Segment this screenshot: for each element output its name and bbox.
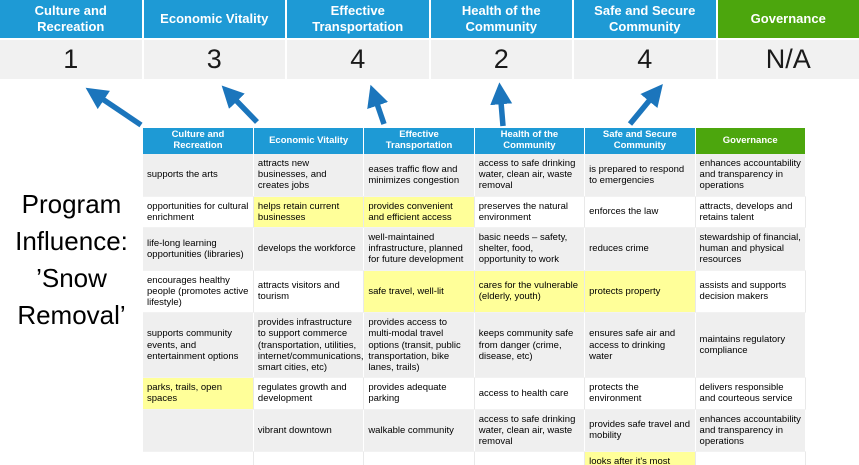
scorecard-header-health-community: Health of the Community — [430, 0, 572, 38]
matrix-cell: attracts, develops and retains talent — [695, 196, 807, 229]
matrix-cell: reduces crime — [584, 227, 696, 271]
matrix-cell: looks after it's most vulnerable — [584, 451, 696, 465]
score-culture-recreation: 1 — [0, 40, 142, 79]
matrix-cell: supports community events, and entertain… — [143, 312, 254, 379]
scorecard-header-effective-transportation: Effective Transportation — [287, 0, 429, 38]
matrix-cell: protects property — [584, 270, 696, 314]
matrix-cell: basic needs – safety, shelter, food, opp… — [474, 227, 586, 271]
matrix-cell: provides convenient and efficient access — [363, 196, 475, 229]
matrix-cell: access to health care — [474, 377, 586, 410]
table-row: encourages healthy people (promotes acti… — [143, 270, 807, 314]
score-health-community: 2 — [430, 40, 572, 79]
up-arrow-icon — [627, 84, 663, 126]
table-row: life-long learning opportunities (librar… — [143, 227, 807, 271]
score-effective-transportation: 4 — [287, 40, 429, 79]
matrix-cell — [695, 451, 807, 465]
up-arrow-icon — [490, 82, 513, 127]
matrix-header-health-community: Health of the Community — [474, 128, 586, 154]
matrix-cell: provides access to multi-modal travel op… — [363, 312, 475, 379]
matrix-cell: supports the arts — [143, 154, 254, 197]
table-row: supports community events, and entertain… — [143, 312, 807, 379]
matrix-cell: parks, trails, open spaces — [143, 377, 254, 410]
matrix-cell: well-maintained infrastructure, planned … — [363, 227, 475, 271]
matrix-cell: life-long learning opportunities (librar… — [143, 227, 254, 271]
table-row: looks after it's most vulnerable — [143, 451, 807, 465]
matrix-cell: access to safe drinking water, clean air… — [474, 154, 586, 197]
scorecard-header-row: Culture and Recreation Economic Vitality… — [0, 0, 859, 38]
matrix-header-governance: Governance — [695, 128, 807, 154]
matrix-cell: provides infrastructure to support comme… — [253, 312, 365, 379]
arrows-layer — [85, 82, 663, 128]
matrix-header-row: Culture and Recreation Economic Vitality… — [143, 128, 807, 154]
scorecard-header-safe-secure-community: Safe and Secure Community — [574, 0, 716, 38]
matrix-cell: assists and supports decision makers — [695, 270, 807, 314]
table-row: parks, trails, open spaces regulates gro… — [143, 377, 807, 410]
matrix-cell: stewardship of financial, human and phys… — [695, 227, 807, 271]
matrix-cell: vibrant downtown — [253, 409, 365, 453]
up-arrow-icon — [367, 84, 389, 125]
matrix-cell: enforces the law — [584, 196, 696, 229]
scorecard-header-economic-vitality: Economic Vitality — [143, 0, 285, 38]
matrix-cell: encourages healthy people (promotes acti… — [143, 270, 254, 314]
influence-matrix: Culture and Recreation Economic Vitality… — [143, 128, 807, 465]
matrix-cell: maintains regulatory compliance — [695, 312, 807, 379]
matrix-cell: is prepared to respond to emergencies — [584, 154, 696, 197]
matrix-cell: keeps community safe from danger (crime,… — [474, 312, 586, 379]
matrix-cell — [363, 451, 475, 465]
program-influence-title: Program Influence: ’Snow Removal’ — [15, 189, 128, 330]
matrix-cell — [143, 409, 254, 453]
table-row: opportunities for cultural enrichment he… — [143, 196, 807, 229]
matrix-cell: walkable community — [363, 409, 475, 453]
matrix-cell — [253, 451, 365, 465]
matrix-cell: protects the environment — [584, 377, 696, 410]
matrix-header-economic-vitality: Economic Vitality — [253, 128, 365, 154]
scorecard-header-culture-recreation: Culture and Recreation — [0, 0, 142, 38]
score-economic-vitality: 3 — [143, 40, 285, 79]
matrix-cell: attracts visitors and tourism — [253, 270, 365, 314]
matrix-cell: ensures safe air and access to drinking … — [584, 312, 696, 379]
score-safe-secure-community: 4 — [574, 40, 716, 79]
score-governance: N/A — [717, 40, 859, 79]
matrix-cell: opportunities for cultural enrichment — [143, 196, 254, 229]
matrix-cell: preserves the natural environment — [474, 196, 586, 229]
scorecard-header-governance: Governance — [717, 0, 859, 38]
matrix-cell — [143, 451, 254, 465]
matrix-header-culture-recreation: Culture and Recreation — [143, 128, 254, 154]
matrix-cell: safe travel, well-lit — [363, 270, 475, 314]
up-arrow-icon — [221, 85, 259, 124]
up-arrow-icon — [85, 87, 143, 128]
matrix-cell: regulates growth and development — [253, 377, 365, 410]
matrix-cell: helps retain current businesses — [253, 196, 365, 229]
scorecard-score-row: 1 3 4 2 4 N/A — [0, 40, 859, 79]
matrix-cell: provides adequate parking — [363, 377, 475, 410]
matrix-cell: enhances accountability and transparency… — [695, 409, 807, 453]
matrix-cell: cares for the vulnerable (elderly, youth… — [474, 270, 586, 314]
matrix-cell: attracts new businesses, and creates job… — [253, 154, 365, 197]
matrix-cell: enhances accountability and transparency… — [695, 154, 807, 197]
matrix-cell: eases traffic flow and minimizes congest… — [363, 154, 475, 197]
matrix-header-effective-transportation: Effective Transportation — [363, 128, 475, 154]
matrix-cell: develops the workforce — [253, 227, 365, 271]
matrix-cell: provides safe travel and mobility — [584, 409, 696, 453]
matrix-cell: access to safe drinking water, clean air… — [474, 409, 586, 453]
matrix-cell — [474, 451, 586, 465]
matrix-header-safe-secure-community: Safe and Secure Community — [584, 128, 696, 154]
table-row: vibrant downtown walkable community acce… — [143, 409, 807, 453]
matrix-cell: delivers responsible and courteous servi… — [695, 377, 807, 410]
table-row: supports the arts attracts new businesse… — [143, 154, 807, 197]
